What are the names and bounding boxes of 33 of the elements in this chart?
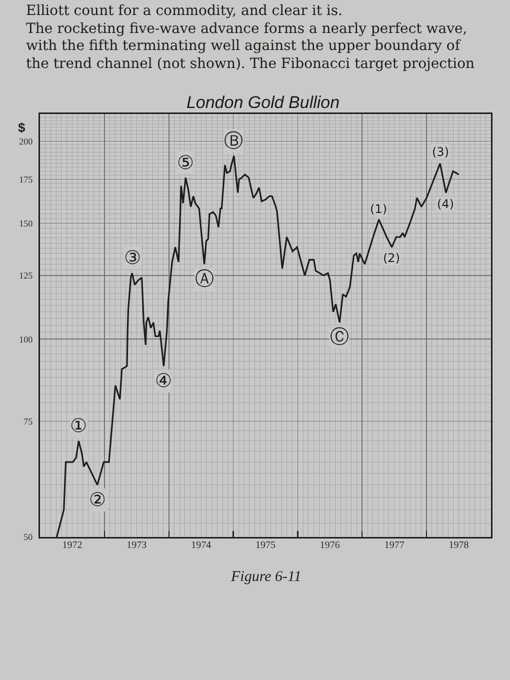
caption: Figure 6-11 (230, 569, 302, 585)
annotation: ④ (155, 370, 172, 392)
annotation: Ⓑ (224, 130, 243, 152)
y-tick-label: 50 (24, 532, 34, 542)
chart-title: London Gold Bullion (186, 92, 340, 112)
text: The rocketing five-wave advance forms a nearly perfect wave, (26, 21, 468, 37)
annotation: (2) (383, 251, 400, 265)
text: with the fifth terminating well against the upper boundary of (26, 38, 462, 54)
x-tick-label: 1972 (62, 540, 82, 551)
x-tick-label: 1976 (320, 540, 340, 551)
y-tick-label: 100 (19, 334, 34, 344)
annotation: (1) (370, 202, 387, 216)
annotation: ① (70, 415, 88, 437)
y-tick-label: 200 (19, 136, 34, 146)
annotation: ② (89, 489, 106, 511)
x-tick-label: 1975 (256, 540, 276, 551)
y-tick-label: 175 (19, 174, 34, 184)
y-tick-label: 125 (19, 270, 34, 281)
text: Elliott count for a commodity, and clear it is. (26, 3, 343, 19)
x-tick-label: 1977 (384, 540, 404, 551)
annotation: (3) (432, 145, 449, 159)
annotation: ③ (124, 247, 142, 269)
text: the trend channel (not shown). The Fibonacci target projection (26, 56, 475, 72)
annotation: Ⓒ (330, 326, 349, 348)
x-tick-label: 1974 (191, 540, 212, 551)
y-tick-label: 150 (19, 218, 34, 228)
annotation: (4) (437, 197, 454, 211)
x-tick-label: 1973 (126, 540, 147, 551)
x-tick-label: 1978 (448, 540, 469, 551)
y-tick-label: 75 (24, 416, 34, 426)
annotation: Ⓐ (195, 268, 214, 290)
annotation: ⑤ (177, 152, 194, 174)
y-axis-title: $ (18, 120, 26, 135)
